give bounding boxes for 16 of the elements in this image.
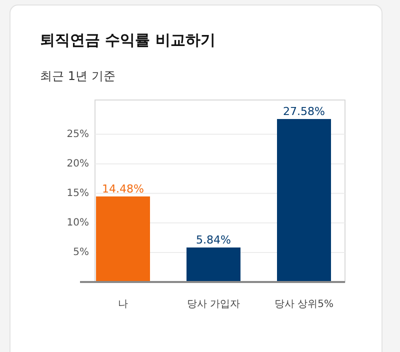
data-label: 27.58% xyxy=(283,105,325,118)
y-tick-label: 20% xyxy=(66,158,89,170)
chart-title: 퇴직연금 수익률 비교하기 xyxy=(40,31,216,49)
y-tick-label: 10% xyxy=(66,218,89,229)
x-tick-label: 당사 가입자 xyxy=(186,299,240,310)
y-tick-label: 15% xyxy=(66,188,89,200)
y-tick-label: 5% xyxy=(73,247,89,258)
x-tick-label: 나 xyxy=(118,299,128,310)
bar xyxy=(186,247,240,282)
bar xyxy=(96,196,150,282)
data-label: 5.84% xyxy=(196,233,231,246)
y-tick-label: 25% xyxy=(66,129,89,140)
data-label: 14.48% xyxy=(102,182,144,196)
x-tick-label: 당사 상위5% xyxy=(274,299,334,310)
bar xyxy=(277,119,331,282)
chart-subtitle: 최근 1년 기준 xyxy=(40,69,116,83)
